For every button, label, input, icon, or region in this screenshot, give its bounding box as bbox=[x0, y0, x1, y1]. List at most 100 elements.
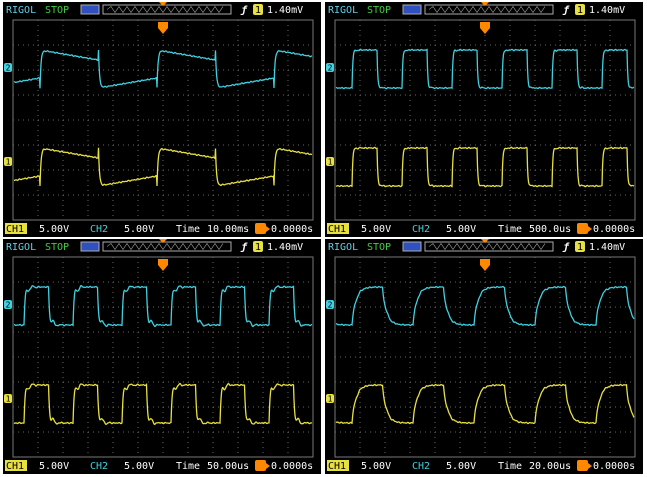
memory-icon bbox=[80, 4, 100, 15]
ch1-marker: 1 bbox=[328, 158, 333, 167]
ch2-marker: 2 bbox=[6, 301, 11, 310]
trigger-level: 1.40mV bbox=[589, 5, 625, 16]
memory-icon bbox=[402, 4, 422, 15]
ch2-label: CH2 bbox=[90, 224, 108, 235]
ch1-label-badge bbox=[327, 223, 349, 234]
ch1-waveform bbox=[13, 382, 313, 426]
ch1-marker: 1 bbox=[6, 395, 11, 404]
trigger-channel: 1 bbox=[577, 242, 583, 253]
trigger-marker bbox=[158, 259, 168, 271]
ch2-waveform bbox=[13, 49, 312, 89]
trigger-offset-badge bbox=[577, 223, 588, 234]
ch1-scale: 5.00V bbox=[39, 224, 69, 235]
ch2-scale: 5.00V bbox=[446, 224, 476, 235]
trigger-marker bbox=[158, 22, 168, 34]
ch1-label-badge bbox=[5, 460, 27, 471]
trigger-edge-icon: ƒ bbox=[240, 242, 248, 253]
brand: RIGOL bbox=[6, 242, 36, 253]
ch1-scale: 5.00V bbox=[39, 461, 69, 472]
brand: RIGOL bbox=[328, 242, 358, 253]
ch1-waveform bbox=[336, 146, 635, 188]
ch1-label: CH1 bbox=[6, 224, 24, 235]
trigger-channel-badge bbox=[575, 241, 585, 252]
ch2-marker-badge bbox=[4, 300, 12, 309]
ch2-marker-badge bbox=[326, 300, 334, 309]
ch1-label-badge bbox=[327, 460, 349, 471]
trigger-channel: 1 bbox=[255, 5, 261, 16]
memory-wave bbox=[106, 242, 224, 251]
brand: RIGOL bbox=[6, 5, 36, 16]
trigger-edge-icon: ƒ bbox=[562, 5, 570, 16]
trigger-position-mark bbox=[159, 2, 167, 6]
trigger-offset-arrow bbox=[266, 226, 270, 232]
memory-bar bbox=[424, 4, 554, 15]
trigger-position-mark bbox=[481, 2, 489, 6]
ch1-scale: 5.00V bbox=[361, 461, 391, 472]
timebase: 20.00us bbox=[529, 461, 571, 472]
trigger-marker bbox=[480, 22, 490, 34]
time-label: Time bbox=[498, 461, 522, 472]
memory-wave bbox=[428, 5, 546, 14]
ch2-scale: 5.00V bbox=[124, 461, 154, 472]
timebase: 500.0us bbox=[529, 224, 571, 235]
ch1-scale: 5.00V bbox=[361, 224, 391, 235]
trigger-offset-arrow bbox=[588, 226, 592, 232]
ch1-marker-badge bbox=[326, 157, 334, 166]
ch2-waveform bbox=[335, 285, 635, 327]
ch2-marker-badge bbox=[326, 63, 334, 72]
ch1-marker-badge bbox=[326, 394, 334, 403]
ch2-scale: 5.00V bbox=[446, 461, 476, 472]
timebase: 50.00us bbox=[207, 461, 249, 472]
time-label: Time bbox=[176, 224, 200, 235]
ch1-waveform bbox=[335, 383, 635, 425]
trigger-offset-arrow bbox=[588, 463, 592, 469]
trigger-edge-icon: ƒ bbox=[240, 5, 248, 16]
run-status: STOP bbox=[45, 242, 69, 253]
ch2-label: CH2 bbox=[90, 461, 108, 472]
memory-wave bbox=[106, 5, 224, 14]
run-status: STOP bbox=[367, 242, 391, 253]
ch1-label: CH1 bbox=[328, 224, 346, 235]
ch1-label: CH1 bbox=[328, 461, 346, 472]
memory-icon bbox=[402, 241, 422, 252]
ch1-waveform bbox=[13, 147, 313, 187]
trigger-level: 1.40mV bbox=[267, 5, 303, 16]
trigger-offset-badge bbox=[255, 460, 266, 471]
memory-bar bbox=[424, 241, 554, 252]
ch1-label: CH1 bbox=[6, 461, 24, 472]
timebase: 10.00ms bbox=[207, 224, 249, 235]
trigger-position-mark bbox=[481, 239, 489, 243]
time-label: Time bbox=[498, 224, 522, 235]
trigger-offset: 0.0000s bbox=[271, 224, 313, 235]
memory-icon bbox=[80, 241, 100, 252]
ch2-marker: 2 bbox=[6, 64, 11, 73]
memory-bar bbox=[102, 4, 232, 15]
trigger-offset: 0.0000s bbox=[593, 461, 635, 472]
trigger-offset-badge bbox=[255, 223, 266, 234]
ch1-label-badge bbox=[5, 223, 27, 234]
trigger-offset: 0.0000s bbox=[271, 461, 313, 472]
memory-bar bbox=[102, 241, 232, 252]
ch2-waveform bbox=[335, 48, 635, 90]
trigger-edge-icon: ƒ bbox=[562, 242, 570, 253]
ch2-scale: 5.00V bbox=[124, 224, 154, 235]
ch2-marker: 2 bbox=[328, 64, 333, 73]
trigger-channel: 1 bbox=[577, 5, 583, 16]
ch1-marker-badge bbox=[4, 157, 12, 166]
trigger-channel-badge bbox=[575, 4, 585, 15]
trigger-offset-badge bbox=[577, 460, 588, 471]
ch1-marker: 1 bbox=[328, 395, 333, 404]
ch2-marker: 2 bbox=[328, 301, 333, 310]
trigger-channel: 1 bbox=[255, 242, 261, 253]
trigger-offset: 0.0000s bbox=[593, 224, 635, 235]
ch2-waveform bbox=[14, 284, 313, 328]
trigger-channel-badge bbox=[253, 4, 263, 15]
time-label: Time bbox=[176, 461, 200, 472]
memory-wave bbox=[428, 242, 546, 251]
ch2-label: CH2 bbox=[412, 224, 430, 235]
trigger-position-mark bbox=[159, 239, 167, 243]
ch1-marker: 1 bbox=[6, 158, 11, 167]
